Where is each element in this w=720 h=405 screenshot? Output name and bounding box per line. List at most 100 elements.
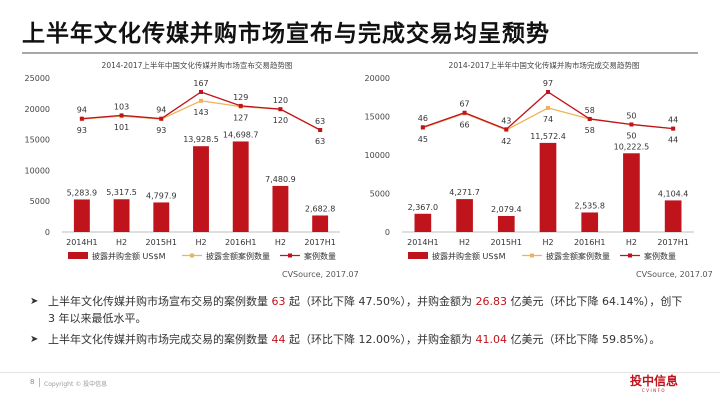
arrow-bullet-icon: ➤	[30, 296, 39, 307]
disclosed-count-label: 93	[77, 126, 87, 135]
deal-count-marker	[462, 110, 467, 115]
bullet-text: 亿美元（环比下降 64.14%），创下 3 年以来最低水平。	[48, 295, 683, 325]
chart-svg: 2014-2017上半年中国文化传媒并购市场宣布交易趋势图 0 5000 10000 1…	[25, 60, 340, 261]
bar	[193, 146, 209, 232]
y-tick-label: 5000	[30, 197, 50, 206]
deal-count-marker	[159, 116, 164, 121]
copyright-text: Copyright © 投中信息	[44, 381, 108, 388]
bar	[73, 199, 90, 232]
deal-count-label: 120	[273, 96, 288, 105]
deal-count-marker	[79, 116, 84, 121]
deal-count-label: 94	[77, 106, 87, 115]
deal-count-label: 50	[626, 111, 636, 120]
deal-count-label: 94	[156, 106, 166, 115]
deal-count-marker	[318, 128, 323, 132]
highlight-amount: 41.04	[475, 333, 507, 346]
disclosed-count-label: 45	[418, 135, 428, 144]
deal-count-marker	[546, 90, 550, 94]
disclosed-count-label: 143	[193, 108, 208, 117]
deal-count-label: 43	[501, 116, 511, 125]
disclosed-count-label: 50	[626, 131, 636, 140]
bar-value-label: 4,797.9	[146, 191, 177, 200]
bar	[272, 185, 289, 232]
bar-value-label: 2,535.8	[574, 201, 605, 210]
chart-svg: 2014-2017上半年中国文化传媒并购市场完成交易趋势图 0 5000 10000 1…	[365, 60, 694, 261]
bullet-announced: ➤ 上半年文化传媒并购市场宣布交易的案例数量 63 起（环比下降 47.50%）…	[30, 293, 690, 327]
x-tick-label: 2014H1	[66, 238, 97, 247]
deal-count-marker	[671, 126, 676, 131]
bar-value-label: 14,698.7	[223, 130, 259, 139]
y-tick-label: 10000	[25, 166, 50, 175]
highlight-count: 44	[271, 333, 286, 346]
company-logo: 投中信息 CVINFO	[630, 374, 678, 393]
bar-value-label: 13,928.5	[183, 135, 219, 144]
deal-count-label: 103	[114, 102, 129, 111]
deal-count-marker	[504, 127, 509, 132]
deal-count-marker	[278, 107, 283, 112]
bullet-text: 上半年文化传媒并购市场宣布交易的案例数量	[48, 295, 268, 308]
bar-value-label: 5,317.5	[106, 188, 137, 197]
bullet-text: 上半年文化传媒并购市场完成交易的案例数量	[48, 333, 268, 346]
deal-count-marker	[199, 90, 203, 94]
source-note-right: CVSource, 2017.07	[636, 270, 713, 279]
bullet-text: 亿美元（环比下降 59.85%）。	[510, 333, 661, 346]
bullet-completed: ➤ 上半年文化传媒并购市场完成交易的案例数量 44 起（环比下降 12.00%）…	[30, 331, 690, 348]
arrow-bullet-icon: ➤	[30, 334, 39, 345]
x-tick-label: H2	[459, 238, 470, 247]
x-tick-label: H2	[116, 238, 127, 247]
x-tick-label: 2016H1	[225, 238, 256, 247]
deal-count-label: 46	[418, 114, 428, 123]
bullet-text: 起（环比下降 12.00%），并购金额为	[289, 333, 472, 346]
x-tick-label: H2	[195, 238, 206, 247]
legend-label: 披露金额案例数量	[206, 251, 270, 261]
x-tick-label: 2015H1	[146, 238, 177, 247]
highlight-amount: 26.83	[475, 295, 507, 308]
x-tick-label: H2	[626, 238, 637, 247]
bar-value-label: 7,480.9	[265, 175, 296, 184]
legend-marker	[628, 253, 632, 258]
disclosed-count-label: 63	[315, 137, 325, 146]
legend-marker	[530, 253, 534, 258]
disclosed-count-label: 58	[585, 126, 595, 135]
bar-value-label: 2,682.8	[305, 204, 336, 213]
source-note-left: CVSource, 2017.07	[282, 270, 359, 279]
bar-value-label: 4,271.7	[449, 188, 480, 197]
y-tick-label: 0	[45, 228, 50, 237]
disclosed-count-marker	[546, 105, 550, 110]
bar-value-label: 2,079.4	[491, 205, 522, 214]
y-tick-label: 5000	[370, 190, 390, 199]
bar	[623, 153, 640, 232]
deal-count-label: 97	[543, 79, 553, 88]
y-tick-label: 15000	[25, 136, 50, 145]
y-tick-label: 20000	[365, 74, 390, 83]
page-number: 8	[30, 378, 35, 386]
deal-count-marker	[238, 103, 243, 108]
x-tick-label: H2	[275, 238, 286, 247]
deal-count-marker	[629, 122, 634, 127]
x-tick-label: 2017H1	[657, 238, 688, 247]
deal-count-label: 44	[668, 116, 678, 125]
disclosed-count-label: 66	[459, 120, 469, 129]
logo-wordmark: 投中信息	[630, 374, 679, 388]
y-tick-label: 25000	[25, 74, 50, 83]
bar-value-label: 5,283.9	[67, 188, 98, 197]
legend-label: 披露金额案例数量	[546, 251, 610, 261]
x-tick-label: 2016H1	[574, 238, 605, 247]
legend-marker	[288, 253, 292, 258]
disclosed-count-label: 127	[233, 114, 248, 123]
legend-swatch	[408, 252, 428, 259]
y-tick-label: 0	[385, 228, 390, 237]
legend-marker	[190, 253, 194, 258]
deal-count-label: 67	[459, 100, 469, 109]
footer-divider	[0, 372, 720, 373]
bar	[581, 212, 599, 232]
disclosed-count-label: 42	[501, 137, 511, 146]
announced-deals-chart: 2014-2017上半年中国文化传媒并购市场宣布交易趋势图 0 5000 10000 1…	[10, 58, 350, 280]
y-tick-label: 15000	[365, 113, 390, 122]
x-tick-label: 2014H1	[407, 238, 438, 247]
disclosed-count-label: 101	[114, 123, 129, 132]
legend-swatch	[68, 252, 88, 259]
disclosed-count-label: 120	[273, 116, 288, 125]
legend-label: 披露并购金额 US$M	[432, 251, 506, 261]
title-divider	[22, 52, 698, 54]
